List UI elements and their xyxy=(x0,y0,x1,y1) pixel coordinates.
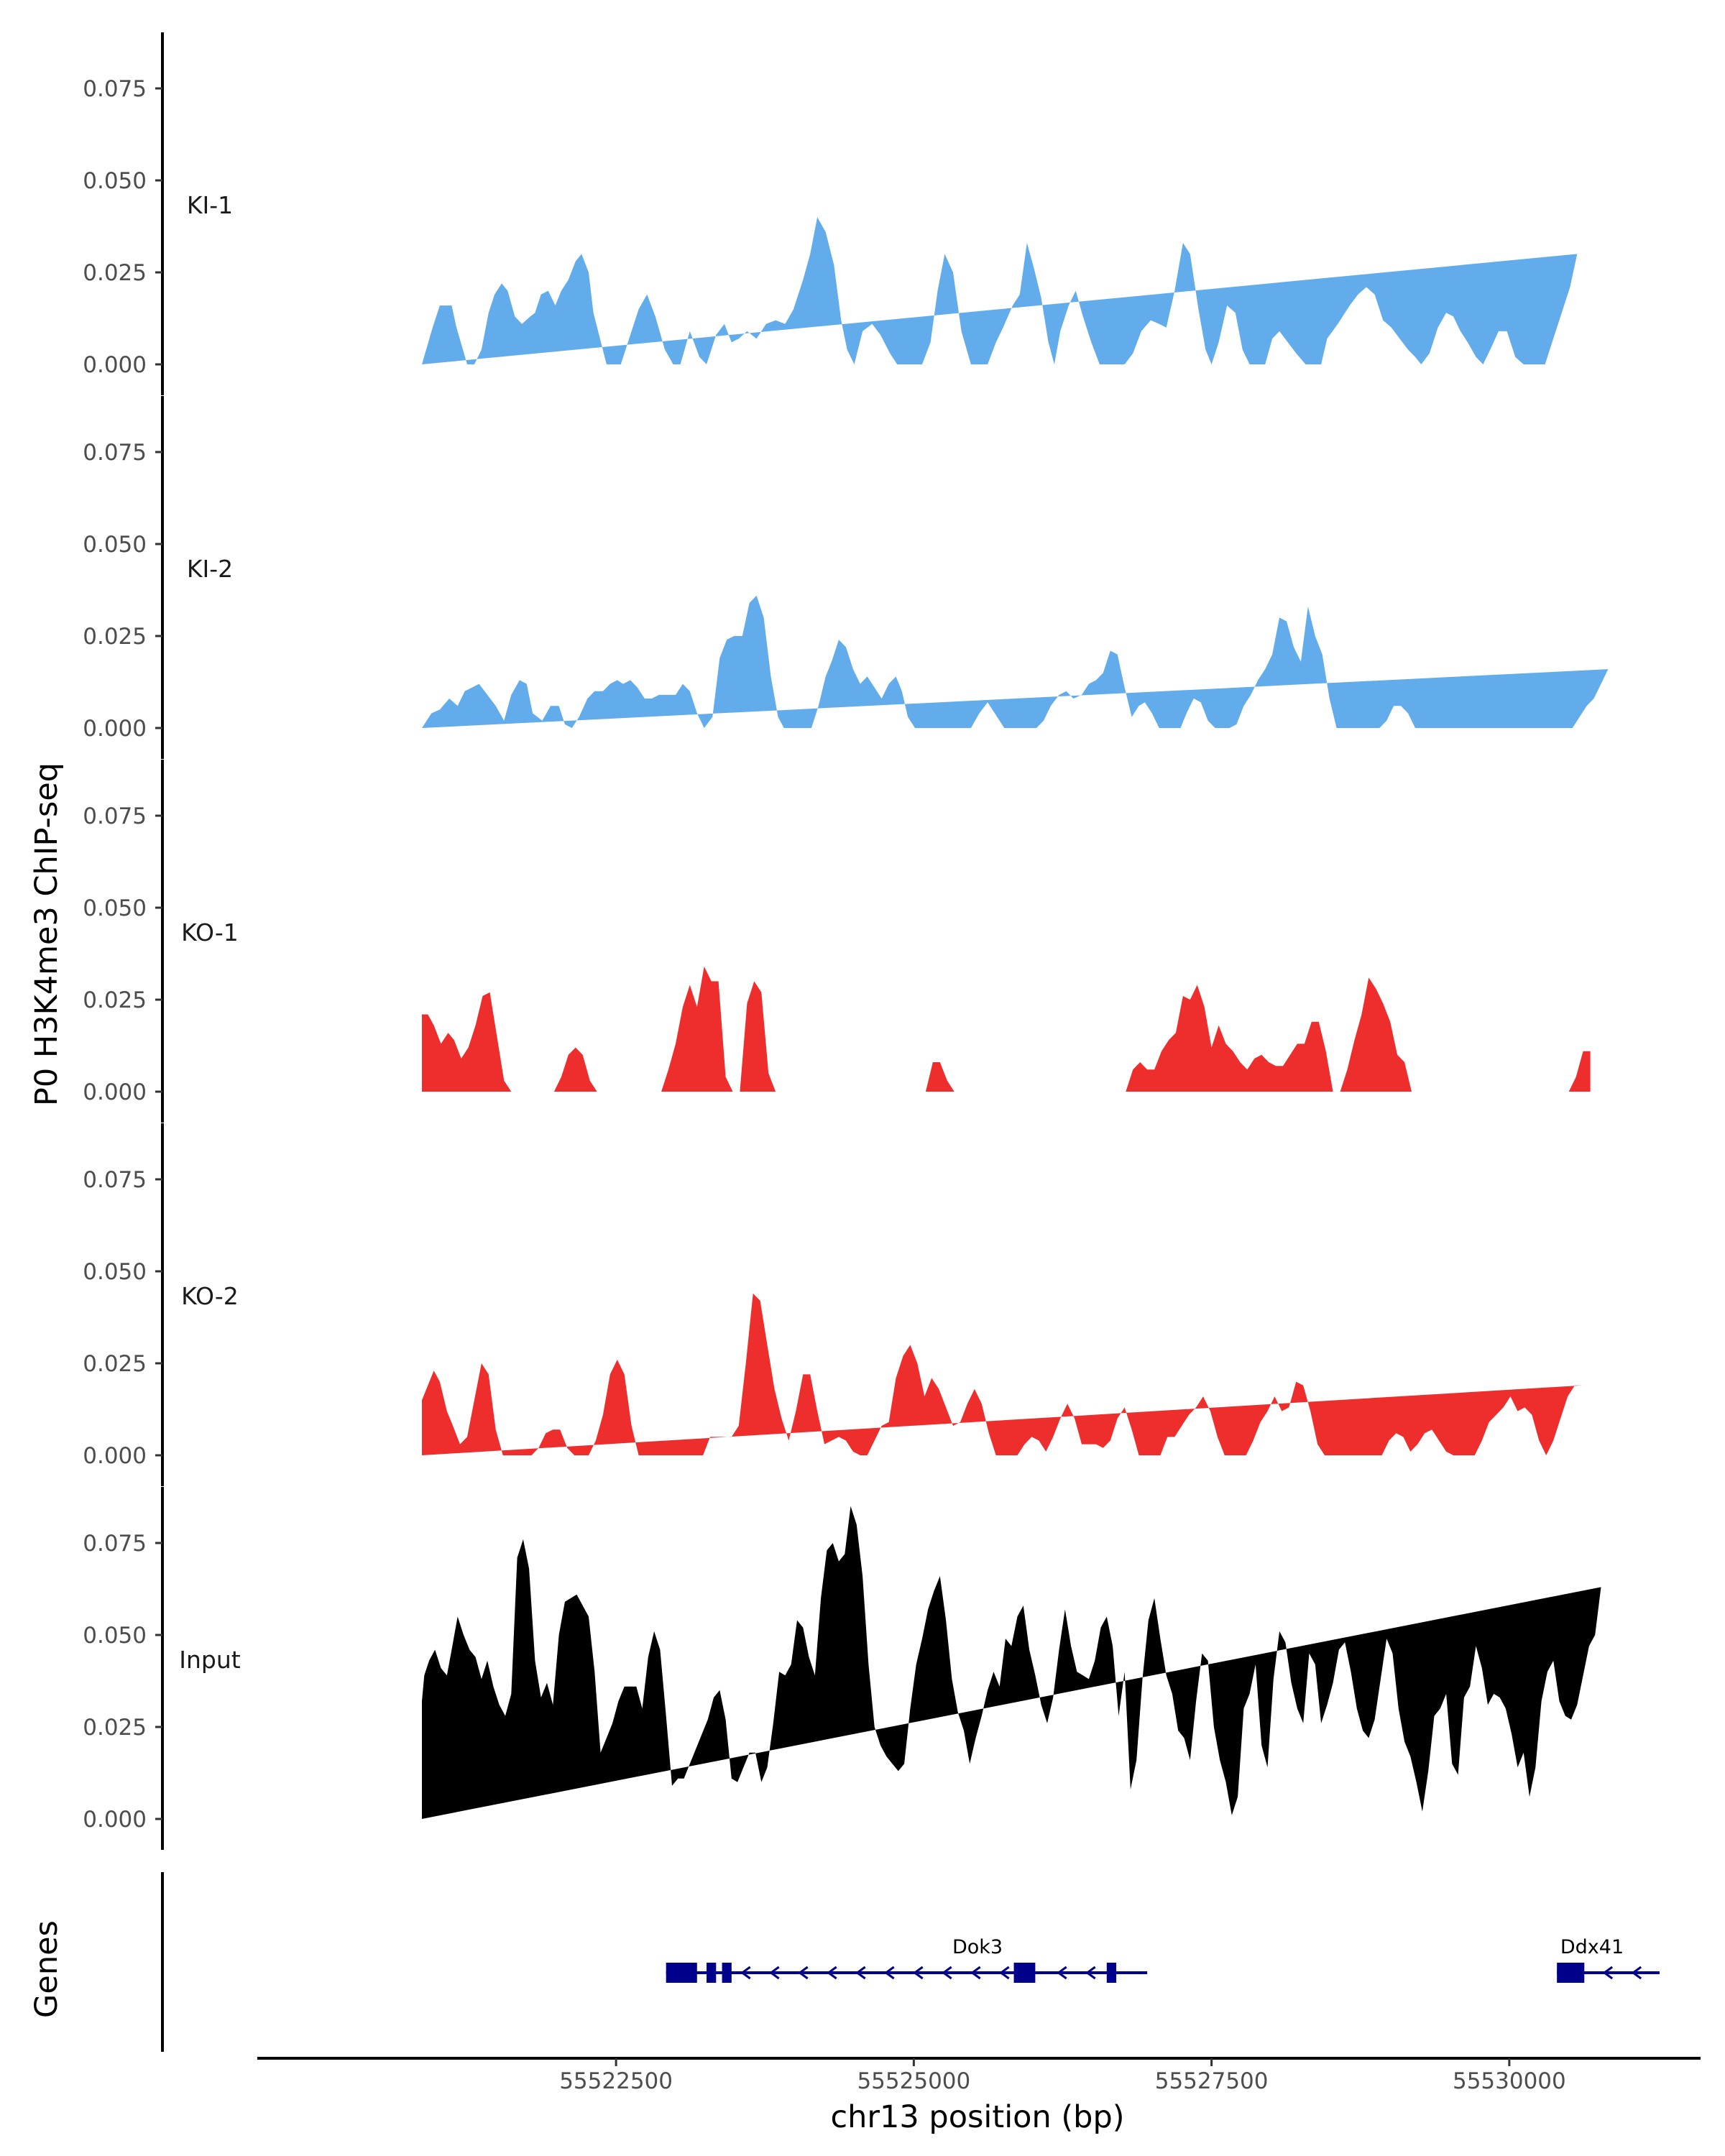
exon xyxy=(1013,1963,1036,1983)
track-ko-1: 0.000 0.025 0.050 0.075 KO-1 xyxy=(83,760,1591,1123)
y-tick-label: 0.000 xyxy=(83,1807,147,1833)
track-label: KO-1 xyxy=(181,918,239,946)
gene-ddx41: Ddx41 xyxy=(1557,1936,1660,1983)
x-tick-label: 55525000 xyxy=(857,2068,970,2094)
y-tick-label: 0.075 xyxy=(83,76,147,102)
y-tick-label: 0.075 xyxy=(83,440,147,466)
genes-axis-title: Genes xyxy=(29,1920,65,2018)
track-ki-2: 0.000 0.025 0.050 0.075 KI-2 xyxy=(83,396,1609,759)
track-ki-1: 0.000 0.025 0.050 0.075 KI-1 xyxy=(83,32,1578,395)
strand-arrow xyxy=(740,1966,751,1980)
track-label: Input xyxy=(179,1646,241,1674)
strand-arrow xyxy=(769,1966,780,1980)
signal-area xyxy=(422,1293,1582,1455)
y-tick-label: 0.050 xyxy=(83,1259,147,1285)
strand-arrow xyxy=(1631,1966,1642,1980)
track-ko-2: 0.000 0.025 0.050 0.075 KO-2 xyxy=(83,1123,1582,1486)
y-tick-label: 0.050 xyxy=(83,168,147,194)
y-tick-label: 0.000 xyxy=(83,352,147,378)
strand-arrow xyxy=(999,1966,1010,1980)
strand-arrow xyxy=(798,1966,809,1980)
y-tick-label: 0.025 xyxy=(83,1351,147,1377)
strand-arrow xyxy=(1602,1966,1614,1980)
signal-area xyxy=(422,595,1609,728)
y-tick-label: 0.025 xyxy=(83,987,147,1013)
track-label: KI-2 xyxy=(187,555,233,583)
y-tick-label: 0.025 xyxy=(83,1715,147,1741)
exon xyxy=(722,1963,732,1983)
x-tick-label: 55530000 xyxy=(1453,2068,1566,2094)
exon xyxy=(707,1963,717,1983)
x-tick-label: 55522500 xyxy=(559,2068,673,2094)
y-axis-title: P0 H3K4me3 ChIP-seq xyxy=(29,763,65,1106)
y-tick-label: 0.025 xyxy=(83,624,147,650)
x-axis: chr13 position (bp) 55522500 55525000 5552… xyxy=(257,2057,1701,2135)
strand-arrow xyxy=(913,1966,924,1980)
strand-arrow xyxy=(884,1966,895,1980)
signal-area xyxy=(422,966,1591,1092)
track-label: KO-2 xyxy=(181,1282,239,1310)
gene-label: Dok3 xyxy=(952,1936,1003,1958)
y-tick-label: 0.050 xyxy=(83,895,147,921)
strand-arrow xyxy=(1085,1966,1096,1980)
tracks-layer: 0.0000.0250.0500.075KI-10.0000.0250.0500… xyxy=(83,32,1609,1850)
y-tick-label: 0.075 xyxy=(83,1531,147,1557)
y-tick-label: 0.075 xyxy=(83,1167,147,1193)
y-tick-label: 0.000 xyxy=(83,1079,147,1105)
signal-area xyxy=(422,1506,1601,1819)
strand-arrow xyxy=(855,1966,866,1980)
y-tick-label: 0.025 xyxy=(83,260,147,286)
exon xyxy=(1106,1963,1117,1983)
exon xyxy=(1557,1963,1585,1983)
strand-arrow xyxy=(1057,1966,1067,1980)
y-tick-label: 0.050 xyxy=(83,1623,147,1649)
gene-label: Ddx41 xyxy=(1560,1936,1624,1958)
gene-dok3: Dok3 xyxy=(666,1936,1148,1983)
y-tick-label: 0.000 xyxy=(83,1443,147,1469)
x-tick-label: 55527500 xyxy=(1155,2068,1269,2094)
y-tick-label: 0.075 xyxy=(83,803,147,829)
signal-area xyxy=(422,217,1578,364)
strand-arrow xyxy=(970,1966,981,1980)
x-axis-title: chr13 position (bp) xyxy=(830,2099,1124,2135)
track-input: 0.000 0.025 0.050 0.075 Input xyxy=(83,1487,1601,1850)
strand-arrow xyxy=(827,1966,837,1980)
exon xyxy=(666,1963,697,1983)
y-tick-label: 0.050 xyxy=(83,532,147,558)
y-tick-label: 0.000 xyxy=(83,716,147,742)
strand-arrow xyxy=(942,1966,952,1980)
gene-track: Genes Dok3 Ddx41 xyxy=(29,1872,1660,2052)
track-label: KI-1 xyxy=(187,191,233,219)
